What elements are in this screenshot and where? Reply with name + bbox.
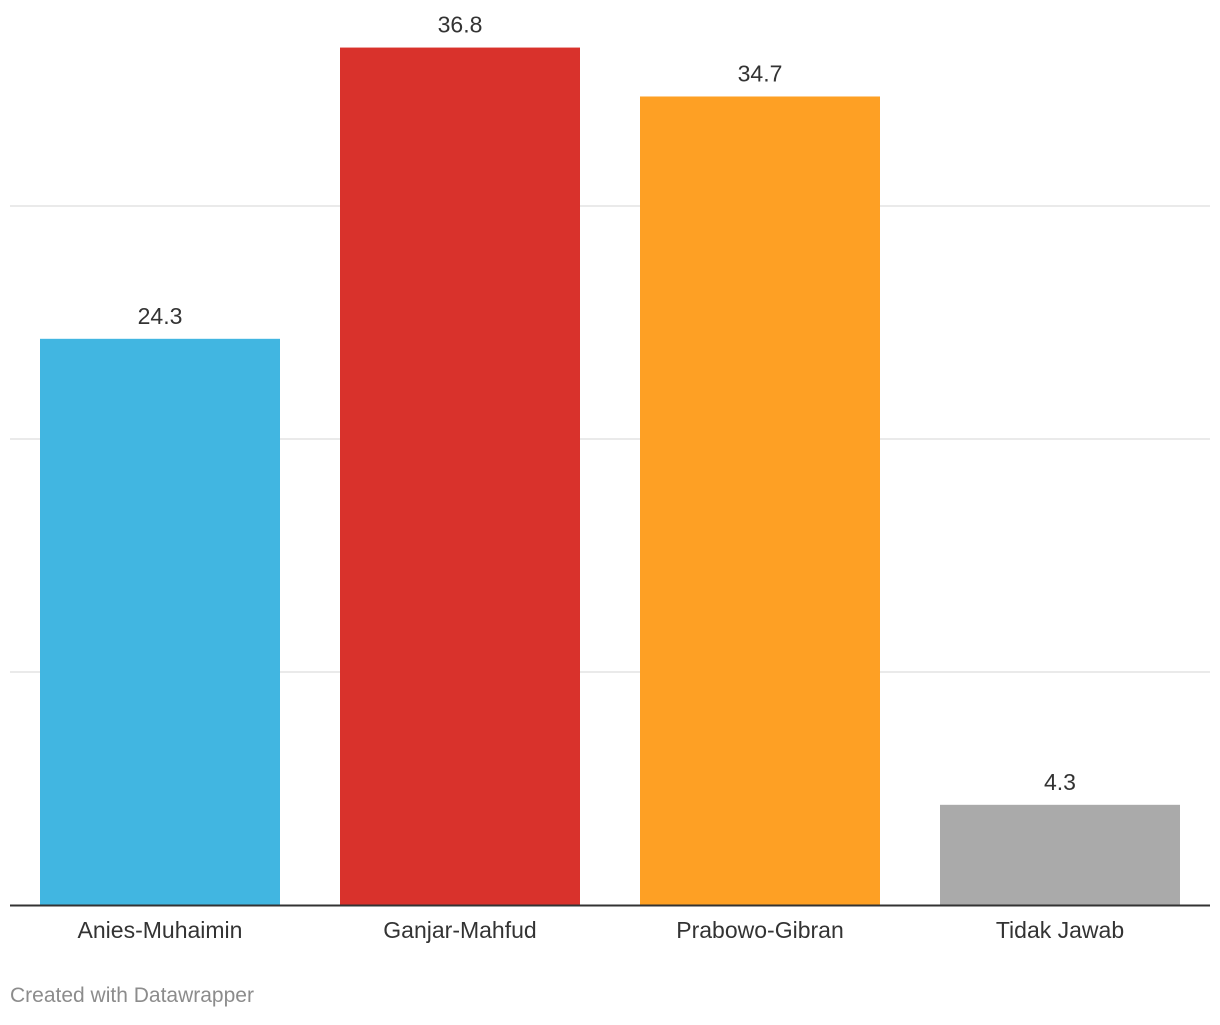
category-label: Prabowo-Gibran: [676, 917, 843, 943]
credit-text: Created with Datawrapper: [10, 984, 254, 1007]
bars: [40, 47, 1180, 906]
bar: [40, 338, 280, 905]
bar-value-label: 24.3: [138, 303, 183, 329]
bar-value-label: 34.7: [738, 60, 783, 86]
value-labels: 24.3 36.8 34.7 4.3: [138, 12, 1076, 795]
category-label: Tidak Jawab: [996, 917, 1124, 943]
bar-value-label: 36.8: [438, 12, 483, 38]
category-labels: Anies-Muhaimin Ganjar-Mahfud Prabowo-Gibra…: [78, 917, 1125, 943]
bar-value-label: 4.3: [1044, 769, 1076, 795]
bar: [640, 96, 880, 906]
bar: [340, 47, 580, 906]
category-label: Ganjar-Mahfud: [383, 917, 536, 943]
category-label: Anies-Muhaimin: [78, 917, 243, 943]
bar: [940, 804, 1180, 905]
